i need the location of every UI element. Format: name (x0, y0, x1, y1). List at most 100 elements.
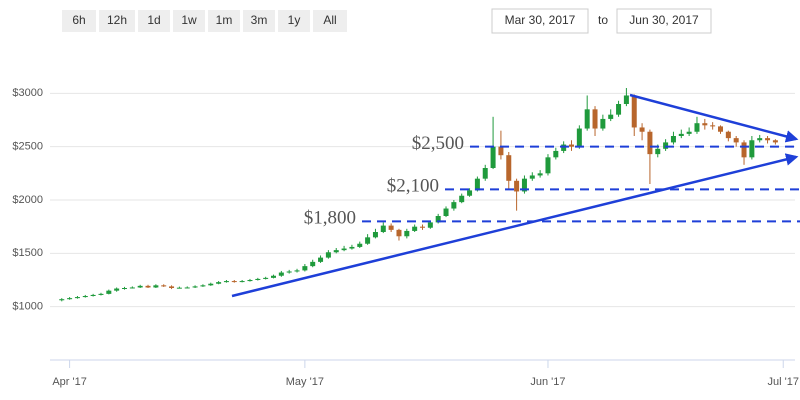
y-tick-label: $2000 (12, 194, 43, 206)
range-button[interactable] (62, 10, 96, 32)
candle-body (247, 280, 253, 282)
candle-body (192, 286, 198, 288)
candle-body (208, 283, 214, 286)
candle-body (263, 277, 269, 279)
candle-body (365, 237, 371, 244)
candle-body (372, 232, 378, 238)
candle-body (631, 95, 637, 128)
candle-body (576, 128, 582, 147)
candle-body (482, 168, 488, 179)
candle-body (506, 155, 512, 181)
candle-body (184, 287, 190, 289)
candle-body (420, 226, 425, 228)
date-to: Jun 30, 2017 (629, 13, 699, 27)
range-button-label: 1d (147, 13, 160, 27)
y-tick-label: $3000 (12, 87, 43, 99)
annotation-label: $2,500 (412, 133, 464, 154)
candle-body (388, 225, 394, 230)
candle-body (490, 146, 496, 168)
candle-body (278, 272, 284, 276)
candle-body (200, 285, 206, 287)
range-button[interactable] (138, 10, 170, 32)
candle-body (412, 226, 418, 231)
candle-body (396, 229, 402, 237)
date-to-box[interactable] (616, 8, 712, 34)
annotation-label: $2,100 (387, 176, 439, 197)
candle-body (561, 144, 567, 151)
range-button[interactable] (173, 10, 205, 32)
candle-body (639, 127, 645, 132)
date-from-box[interactable] (491, 8, 589, 34)
candle-body (427, 222, 433, 228)
annotation-label: $1,800 (304, 208, 356, 229)
candle-body (145, 285, 151, 288)
candle-body (553, 150, 559, 158)
candle-body (514, 180, 520, 192)
range-button-label: 1m (216, 13, 233, 27)
candle-body (176, 287, 182, 289)
candle-body (537, 173, 543, 176)
candle-body (271, 275, 276, 278)
candle-body (302, 266, 308, 271)
y-tick-label: $2500 (12, 141, 43, 153)
candle-body (153, 285, 159, 288)
range-buttons: 6h 12h 1d 1w 1m 3m 1y All (62, 10, 347, 32)
candle-body (404, 230, 410, 237)
x-tick-label: Jul '17 (768, 376, 799, 388)
candle-body (318, 257, 324, 262)
range-button-label: 3m (251, 13, 268, 27)
range-button-label: 12h (107, 13, 127, 27)
candle-body (670, 136, 676, 143)
candle-body (529, 175, 535, 179)
range-button[interactable] (278, 10, 310, 32)
candle-body (380, 225, 386, 232)
x-tick-label: May '17 (286, 376, 324, 388)
candle-body (772, 140, 778, 143)
candle-body (498, 146, 504, 156)
candle-body (600, 118, 606, 129)
candle-body (757, 138, 763, 141)
candle-body (616, 104, 622, 115)
plot: $1000 $1500 $2000 $2500 $3000 Apr '17 May '17 J… (12, 87, 800, 388)
candle-body (67, 298, 73, 300)
candle-body (341, 248, 347, 251)
candle-body (231, 281, 237, 283)
range-button-label: All (323, 13, 336, 27)
candle-body (592, 109, 598, 129)
candle-body (623, 95, 629, 104)
range-button[interactable] (313, 10, 347, 32)
candle-body (725, 131, 731, 139)
candle-body (59, 299, 65, 301)
candle-body (137, 285, 143, 288)
candle-body (694, 123, 700, 132)
candle-body (521, 178, 527, 192)
range-button[interactable] (243, 10, 275, 32)
range-button[interactable] (99, 10, 135, 32)
candle-body (678, 133, 684, 136)
candle-body (749, 140, 755, 158)
range-button-label: 6h (72, 13, 85, 27)
candle-body (733, 138, 739, 143)
candle-body (161, 285, 167, 287)
range-button[interactable] (208, 10, 240, 32)
candle-body (702, 123, 708, 126)
candle-body (710, 125, 716, 127)
candle-body (718, 126, 723, 132)
y-tick-label: $1000 (12, 301, 43, 313)
range-button-label: 1y (288, 13, 301, 27)
candle-body (114, 288, 120, 291)
candle-body (435, 216, 441, 223)
candle-body (584, 109, 590, 129)
date-to-label: to (598, 13, 608, 27)
candle-body (349, 246, 355, 249)
candle-body (106, 290, 112, 294)
candle-body (443, 208, 449, 216)
candle-body (286, 271, 292, 273)
candle-body (686, 131, 692, 134)
candle-body (663, 142, 669, 149)
candle-body (294, 270, 300, 272)
candle-body (325, 252, 331, 258)
candle-body (569, 144, 574, 147)
candle-body (451, 202, 457, 209)
trend-line-lower (231, 153, 799, 298)
